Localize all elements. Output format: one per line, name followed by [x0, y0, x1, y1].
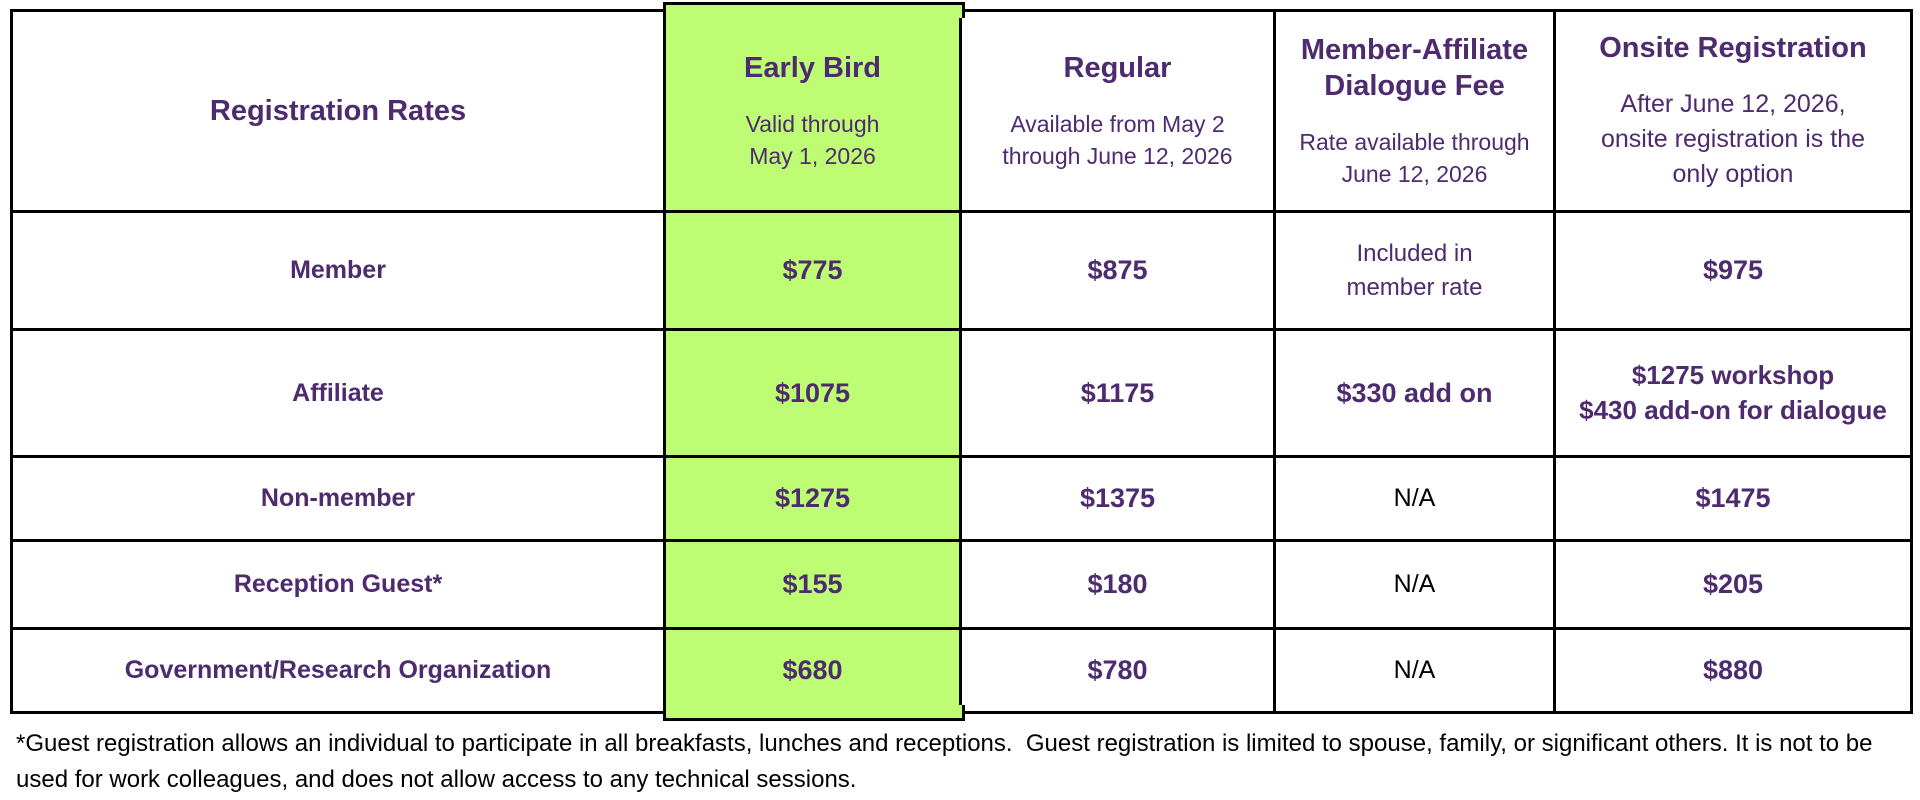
- non-member-regular-price: $1375: [959, 455, 1276, 543]
- guest-registration-footnote: *Guest registration allows an individual…: [16, 730, 1880, 794]
- affiliate-regular-price: $1175: [959, 328, 1276, 459]
- header-cell-onsite-registration: Onsite Registration After June 12, 2026,…: [1553, 8, 1913, 214]
- header-cell-registration-rates: Registration Rates: [10, 8, 666, 214]
- member-onsite-price: $975: [1553, 210, 1913, 332]
- early-bird-column-bottom-extension: [663, 705, 965, 722]
- reception-guest-onsite-price: $205: [1553, 539, 1913, 631]
- header-title-onsite-registration: Onsite Registration: [1599, 32, 1867, 64]
- row-label-reception-guest: Reception Guest*: [10, 539, 666, 631]
- header-title-early-bird: Early Bird: [744, 52, 881, 85]
- affiliate-early-bird-price: $1075: [663, 328, 962, 459]
- table-row-government-research-organization: Government/Research Organization $680 $7…: [10, 627, 1913, 715]
- member-regular-price: $875: [959, 210, 1276, 332]
- table-row-non-member: Non-member $1275 $1375 N/A $1475: [10, 455, 1913, 543]
- table-row-reception-guest: Reception Guest* $155 $180 N/A $205: [10, 539, 1913, 631]
- registration-rates-table-wrap: Registration Rates Early Bird Valid thro…: [10, 2, 1913, 722]
- reception-guest-early-bird-price: $155: [663, 539, 962, 631]
- row-label-non-member: Non-member: [10, 455, 666, 543]
- header-subtitle-regular: Available from May 2 through June 12, 20…: [1002, 110, 1233, 169]
- non-member-onsite-price: $1475: [1553, 455, 1913, 543]
- row-label-government-research-organization: Government/Research Organization: [10, 627, 666, 715]
- member-dialogue-fee-note: Included in member rate: [1273, 210, 1556, 332]
- member-early-bird-price: $775: [663, 210, 962, 332]
- header-subtitle-onsite-registration: After June 12, 2026, onsite registration…: [1600, 90, 1866, 189]
- reception-guest-dialogue-fee-na: N/A: [1273, 539, 1556, 631]
- header-subtitle-early-bird: Valid through May 1, 2026: [745, 110, 880, 169]
- registration-rates-table: Registration Rates Early Bird Valid thro…: [10, 8, 1913, 715]
- affiliate-onsite-price: $1275 workshop $430 add-on for dialogue: [1553, 328, 1913, 459]
- government-early-bird-price: $680: [663, 627, 962, 715]
- government-onsite-price: $880: [1553, 627, 1913, 715]
- table-row-member: Member $775 $875 Included in member rate…: [10, 210, 1913, 332]
- header-title-regular: Regular: [1063, 52, 1172, 85]
- government-dialogue-fee-na: N/A: [1273, 627, 1556, 715]
- row-label-affiliate: Affiliate: [10, 328, 666, 459]
- table-row-affiliate: Affiliate $1075 $1175 $330 add on $1275 …: [10, 328, 1913, 459]
- header-title-registration-rates: Registration Rates: [209, 95, 467, 127]
- affiliate-dialogue-fee-price: $330 add on: [1273, 328, 1556, 459]
- header-cell-dialogue-fee: Member-Affiliate Dialogue Fee Rate avail…: [1273, 8, 1556, 214]
- header-cell-early-bird: Early Bird Valid through May 1, 2026: [663, 8, 962, 214]
- header-cell-regular: Regular Available from May 2 through Jun…: [959, 8, 1276, 214]
- table-header-row: Registration Rates Early Bird Valid thro…: [10, 8, 1913, 214]
- early-bird-column-top-extension: [663, 2, 965, 18]
- non-member-early-bird-price: $1275: [663, 455, 962, 543]
- non-member-dialogue-fee-na: N/A: [1273, 455, 1556, 543]
- row-label-member: Member: [10, 210, 666, 332]
- reception-guest-regular-price: $180: [959, 539, 1276, 631]
- header-title-dialogue-fee: Member-Affiliate Dialogue Fee: [1300, 34, 1529, 103]
- header-subtitle-dialogue-fee: Rate available through June 12, 2026: [1299, 128, 1530, 187]
- government-regular-price: $780: [959, 627, 1276, 715]
